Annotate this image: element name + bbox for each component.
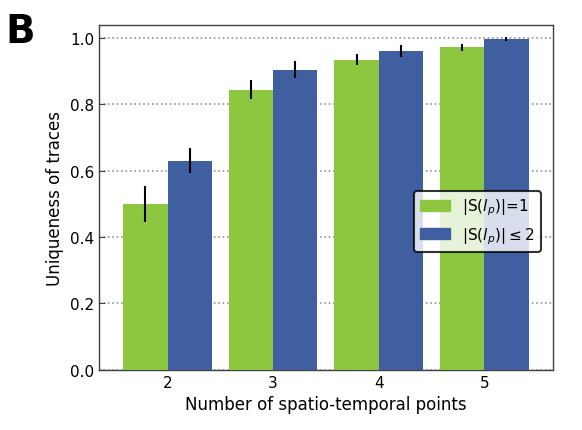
Bar [484, 40, 528, 370]
Bar [335, 61, 379, 370]
Bar [379, 52, 423, 370]
Bar [229, 90, 273, 370]
Text: B: B [6, 13, 36, 51]
Bar [168, 161, 212, 370]
X-axis label: Number of spatio-temporal points: Number of spatio-temporal points [185, 395, 467, 413]
Legend: |S($\it{l}_p$)|=1, |S($\it{l}_p$)|$\leq$2: |S($\it{l}_p$)|=1, |S($\it{l}_p$)|$\leq$… [414, 191, 541, 252]
Bar [440, 48, 484, 370]
Bar [273, 71, 317, 370]
Y-axis label: Uniqueness of traces: Uniqueness of traces [47, 111, 64, 285]
Bar [123, 204, 168, 370]
